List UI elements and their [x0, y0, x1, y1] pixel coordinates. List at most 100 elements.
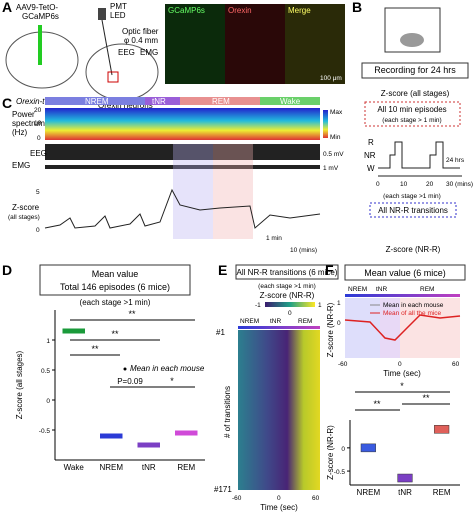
hypnogram: [378, 141, 460, 169]
label: (Hz): [12, 128, 27, 137]
tick: -60: [232, 495, 242, 502]
x-tick-label: REM: [433, 488, 451, 497]
y-tick-label: -0.5: [39, 428, 51, 435]
heatmap: [238, 330, 320, 490]
label: (each stage > 1 min): [382, 117, 441, 124]
panel-letter: B: [352, 0, 362, 15]
label: tNR: [376, 286, 388, 293]
x-tick-label: Wake: [64, 463, 85, 472]
tick: 1: [337, 300, 341, 307]
tick: 5: [36, 189, 40, 196]
panel-e: E All NR-R transitions (6 mice) (each st…: [214, 262, 339, 512]
eeg-trace: [45, 144, 320, 160]
tick: 30 (mins): [446, 181, 473, 188]
panel-f: F Mean value (6 mice) NREM tNR REM Mean …: [325, 262, 466, 411]
box: [361, 62, 469, 79]
label: 1 min: [266, 235, 282, 242]
label: REM: [298, 318, 312, 325]
stage: [45, 97, 145, 105]
scale: 100 μm: [320, 75, 342, 82]
label: NREM: [348, 286, 367, 293]
label: Z-score (NR-R): [326, 302, 335, 357]
label: EEG: [30, 149, 47, 158]
label: (each stage >1 min): [383, 193, 441, 200]
label: spectrum: [12, 119, 45, 128]
stage: [145, 97, 180, 105]
label: All NR-R transitions: [378, 206, 448, 215]
label: GCaMP6s: [168, 6, 205, 15]
tick: 0: [277, 495, 281, 502]
label: 24 hrs: [446, 157, 465, 164]
label: Total 146 episodes (6 mice): [60, 282, 170, 292]
x-tick-label: REM: [177, 463, 195, 472]
mean-marker: [137, 442, 160, 448]
tick: 10: [400, 181, 408, 188]
roi: [107, 71, 119, 83]
label: Mean value: [92, 269, 139, 279]
mean-trace: [344, 314, 461, 341]
label: 10 (mins): [290, 247, 317, 254]
stage-bar: [238, 326, 320, 329]
label: 0.5 mV: [323, 151, 344, 158]
box: [39, 264, 191, 296]
mouse: [400, 33, 424, 47]
tick: 20: [426, 181, 434, 188]
label: *: [400, 381, 404, 391]
stage: [260, 97, 320, 105]
legend-label: Mean in each mouse: [383, 302, 444, 309]
shade: [213, 144, 253, 239]
shade: [400, 298, 460, 358]
label: EMG: [140, 48, 158, 57]
mean-marker: [175, 430, 198, 436]
label: (each stage >1 min): [80, 298, 151, 307]
injection: [38, 25, 42, 65]
label: #1: [216, 328, 225, 337]
tick: 0: [376, 181, 380, 188]
shade: [345, 298, 380, 358]
x-tick-label: tNR: [398, 488, 412, 497]
panel-a: A AAV9-TetO- GCaMP6s PMT LED Optic fiber…: [2, 0, 345, 110]
label: GCaMP6s: [22, 12, 59, 21]
label: Z-score: [12, 203, 40, 212]
cage: [384, 7, 441, 53]
y-tick-label: 0: [46, 398, 50, 405]
label: **: [373, 399, 381, 409]
label: Mean value (6 mice): [364, 268, 446, 278]
box: [364, 101, 461, 127]
label: NREM: [240, 318, 259, 325]
panel-letter: D: [2, 262, 12, 278]
label: R: [368, 138, 374, 147]
tick: -1: [255, 302, 261, 309]
label: All NR-R transitions (6 mice): [237, 268, 338, 277]
mean-marker: [100, 433, 123, 439]
tick: 0: [36, 227, 40, 234]
label: Wake: [280, 97, 301, 106]
spectrogram: [45, 108, 320, 140]
box: [397, 473, 413, 483]
y-axis-label: Z-score (all stages): [15, 350, 24, 419]
fiber: [101, 19, 113, 76]
label: *: [170, 376, 174, 386]
tick: 0: [37, 135, 41, 142]
panel-d: D Mean value Total 146 episodes (6 mice)…: [2, 262, 205, 388]
label: EMG: [12, 161, 30, 170]
label: Z-score (NR-R): [260, 291, 315, 300]
image: [225, 4, 285, 84]
label: Max: [330, 109, 343, 116]
label: # of transitions: [223, 386, 232, 438]
stage-bar: [345, 294, 460, 297]
label: Orexin: [228, 6, 252, 15]
tick: -60: [338, 361, 348, 368]
shade: [380, 298, 400, 358]
tick: 0: [398, 361, 402, 368]
y-tick-label: 0: [341, 446, 345, 453]
tick: 0: [288, 310, 292, 317]
label: Z-score (NR-R): [386, 245, 441, 254]
label: **: [422, 393, 430, 403]
panel-letter: F: [325, 262, 334, 278]
image: [285, 4, 345, 84]
label: Recording for 24 hrs: [374, 65, 456, 75]
label: (all stages): [8, 214, 40, 221]
box: [369, 202, 457, 218]
